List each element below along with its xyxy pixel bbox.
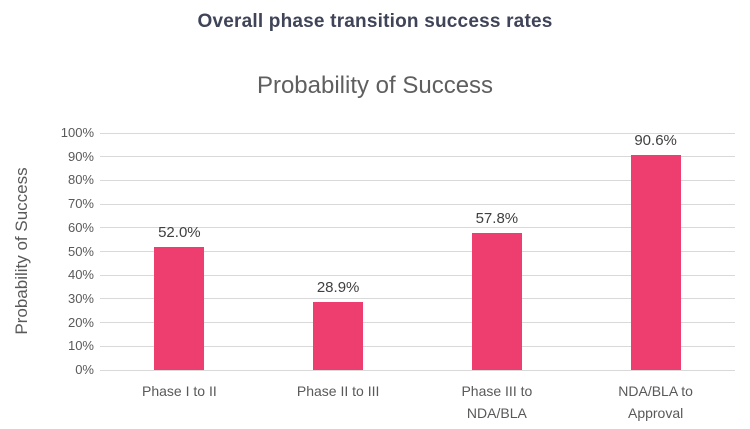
gridline: [100, 274, 735, 276]
y-axis-tick-label: 90%: [67, 148, 94, 164]
x-axis-category-label: Phase I to II: [142, 383, 217, 399]
y-axis-tick-label: 100%: [60, 125, 94, 140]
x-axis-category-label: Phase III to NDA/BLA: [461, 383, 533, 421]
y-axis-tick-label: 50%: [67, 243, 94, 259]
data-label: 28.9%: [316, 278, 360, 296]
y-axis-tick-label: 40%: [67, 267, 94, 283]
gridline: [100, 179, 735, 181]
y-axis-tick-label: 70%: [67, 196, 94, 212]
gridline: [100, 203, 735, 205]
bar-4: [630, 155, 681, 370]
y-axis-tick-label: 0%: [75, 362, 94, 377]
gridline: [100, 322, 735, 324]
y-axis-tick-label: 20%: [67, 314, 94, 330]
x-axis-category-label: NDA/BLA to Approval: [618, 383, 693, 421]
y-axis-tick-label: 10%: [67, 338, 94, 354]
y-axis-title: Probability of Success: [12, 167, 31, 335]
x-axis-category-label: Phase II to III: [296, 383, 380, 399]
chart-title: Probability of Success: [256, 72, 494, 99]
data-label: 90.6%: [634, 132, 677, 150]
plot-area: 0% 10% 20% 30% 40% 50% 60% 70% 80% 90% 100% 52.0% Ph…: [61, 125, 735, 421]
y-axis-tick-label: 60%: [67, 219, 94, 235]
bar-1: [154, 246, 205, 370]
gridline: [100, 132, 735, 134]
gridline: [100, 251, 735, 252]
gridline: [100, 369, 735, 371]
y-axis-tick-label: 30%: [67, 290, 94, 306]
page-title: Overall phase transition success rates: [197, 11, 553, 32]
gridline: [100, 227, 735, 229]
gridline: [100, 345, 735, 347]
gridline: [100, 156, 735, 158]
bar-3: [471, 233, 522, 370]
gridline: [100, 298, 735, 300]
y-axis-tick-label: 80%: [67, 172, 94, 188]
data-label: 52.0%: [158, 223, 201, 241]
bar-2: [313, 301, 364, 370]
data-label: 57.8%: [475, 210, 519, 228]
